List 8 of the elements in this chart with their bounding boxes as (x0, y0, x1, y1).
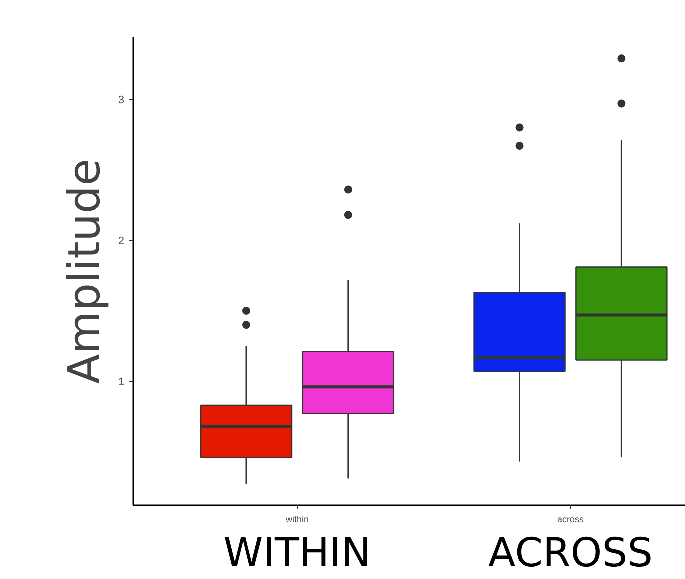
y-tick-label: 2 (118, 235, 125, 248)
x-tick-label: across (557, 514, 584, 524)
y-tick-label: 1 (118, 376, 125, 388)
x-tick-label: within (284, 514, 309, 524)
y-tick-label: 3 (118, 94, 125, 107)
text: WITHIN (224, 530, 372, 576)
text: ACROSS (488, 530, 654, 576)
y-axis-title: Amplitude (59, 158, 110, 384)
